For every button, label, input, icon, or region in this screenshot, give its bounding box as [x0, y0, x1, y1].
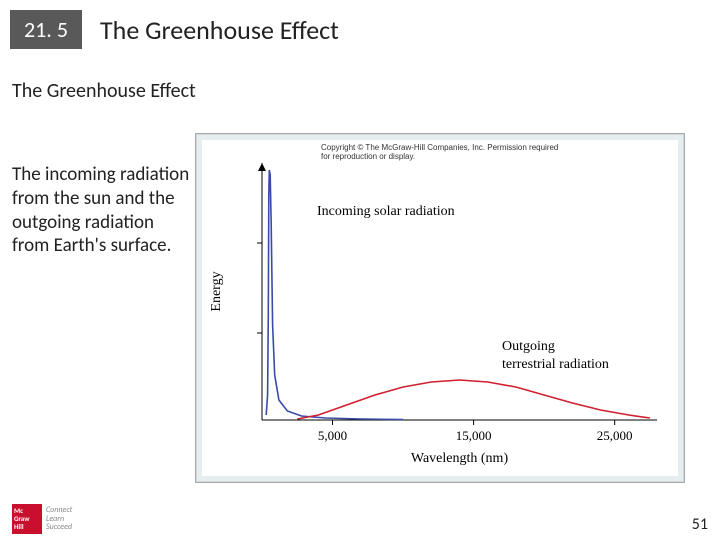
svg-text:Wavelength (nm): Wavelength (nm) [411, 451, 509, 466]
section-number-badge: 21. 5 [10, 10, 82, 49]
page-number: 51 [692, 515, 708, 534]
radiation-chart: 5,000 15,000 25,000 Energy Wavelength (nm) In… [202, 154, 678, 476]
logo-square: Mc Graw Hill [12, 504, 42, 534]
logo-tagline: Connect Learn Succeed [46, 506, 72, 532]
svg-text:Energy: Energy [209, 271, 224, 311]
svg-text:25,000: 25,000 [597, 428, 633, 443]
header-row: 21. 5 The Greenhouse Effect [0, 0, 720, 49]
svg-text:Incoming solar radiation: Incoming solar radiation [317, 204, 455, 219]
svg-text:15,000: 15,000 [456, 428, 492, 443]
logo-line: Hill [14, 523, 40, 531]
figure-inner: Copyright © The McGraw-Hill Companies, I… [202, 140, 678, 476]
publisher-logo: Mc Graw Hill Connect Learn Succeed [12, 504, 72, 534]
logo-tag-line: Succeed [46, 523, 72, 532]
figure-area: Copyright © The McGraw-Hill Companies, I… [195, 133, 720, 483]
footer: Mc Graw Hill Connect Learn Succeed 51 [12, 504, 708, 534]
section-title: The Greenhouse Effect [100, 14, 339, 46]
subtitle: The Greenhouse Effect [12, 79, 720, 103]
body-text: The incoming radiation from the sun and … [0, 163, 195, 483]
figure-frame: Copyright © The McGraw-Hill Companies, I… [195, 133, 685, 483]
content-row: The incoming radiation from the sun and … [0, 133, 720, 483]
svg-text:terrestrial radiation: terrestrial radiation [502, 357, 609, 372]
svg-text:Outgoing: Outgoing [502, 339, 555, 354]
svg-text:5,000: 5,000 [318, 428, 347, 443]
